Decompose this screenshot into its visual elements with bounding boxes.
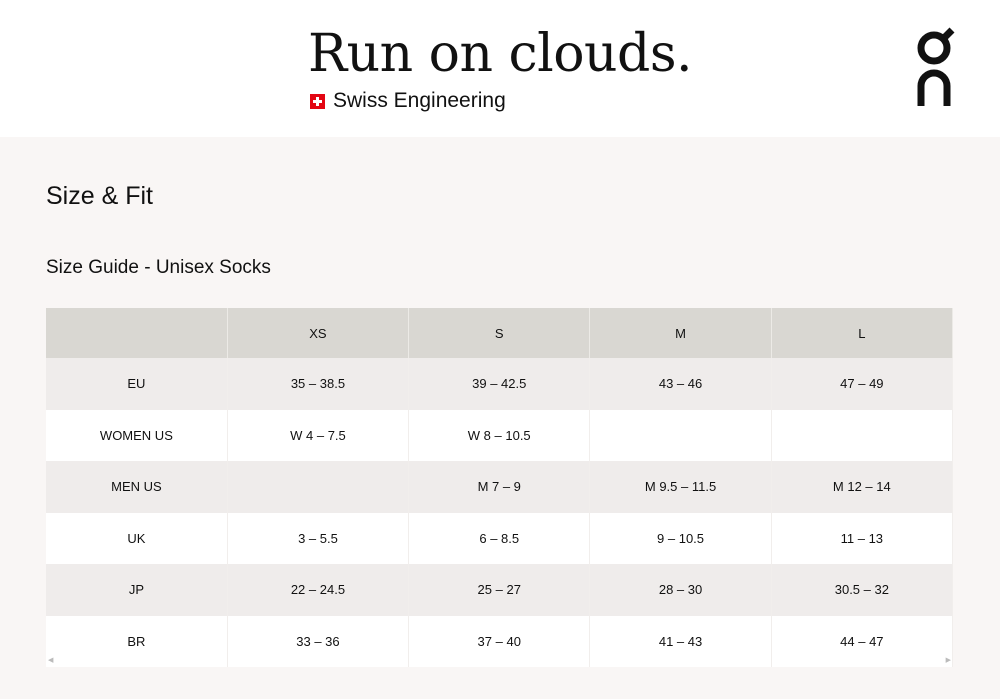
size-cell: 41 – 43	[589, 615, 772, 667]
size-cell: W 8 – 10.5	[408, 409, 591, 461]
row-label: UK	[46, 512, 228, 564]
page-title: Size & Fit	[46, 182, 153, 210]
size-cell: 6 – 8.5	[408, 512, 591, 564]
size-cell: 35 – 38.5	[227, 358, 410, 410]
column-header: S	[408, 308, 591, 358]
size-cell: 44 – 47	[771, 615, 954, 667]
row-label: EU	[46, 358, 228, 410]
column-header: L	[771, 308, 954, 358]
row-label: BR	[46, 615, 228, 667]
swiss-flag-icon	[310, 93, 325, 109]
size-cell	[589, 409, 772, 461]
size-table: XS S M L EU 35 – 38.5 39 – 42.5 43 – 46 47 – 49…	[46, 308, 954, 667]
row-label: JP	[46, 564, 228, 616]
size-cell: 33 – 36	[227, 615, 410, 667]
table-header-row: XS S M L	[46, 308, 954, 358]
table-row: WOMEN US W 4 – 7.5 W 8 – 10.5	[46, 409, 954, 461]
size-cell: 28 – 30	[589, 564, 772, 616]
size-cell	[771, 409, 954, 461]
table-row: JP 22 – 24.5 25 – 27 28 – 30 30.5 – 32	[46, 564, 954, 616]
table-row: UK 3 – 5.5 6 – 8.5 9 – 10.5 11 – 13	[46, 512, 954, 564]
size-cell: M 12 – 14	[771, 461, 954, 513]
size-cell: 43 – 46	[589, 358, 772, 410]
column-header	[46, 308, 228, 358]
size-cell: 25 – 27	[408, 564, 591, 616]
brand-banner: Run on clouds. Swiss Engineering	[0, 0, 1000, 137]
size-cell: M 9.5 – 11.5	[589, 461, 772, 513]
horizontal-scrollbar[interactable]: ◀ ▶	[46, 656, 953, 664]
size-cell: 3 – 5.5	[227, 512, 410, 564]
scroll-left-icon[interactable]: ◀	[48, 657, 54, 664]
row-label: MEN US	[46, 461, 228, 513]
subline: Swiss Engineering	[333, 89, 506, 112]
on-logo-icon	[917, 27, 955, 106]
size-cell: 11 – 13	[771, 512, 954, 564]
tagline: Run on clouds.	[308, 24, 693, 84]
row-label: WOMEN US	[46, 409, 228, 461]
scroll-right-icon[interactable]: ▶	[945, 657, 951, 664]
swiss-engineering: Swiss Engineering	[310, 88, 506, 114]
column-header: XS	[227, 308, 410, 358]
size-cell: 30.5 – 32	[771, 564, 954, 616]
size-cell	[227, 461, 410, 513]
size-guide-title: Size Guide - Unisex Socks	[46, 257, 271, 278]
size-cell: 39 – 42.5	[408, 358, 591, 410]
column-header: M	[589, 308, 772, 358]
table-row: BR 33 – 36 37 – 40 41 – 43 44 – 47	[46, 615, 954, 667]
size-cell: 22 – 24.5	[227, 564, 410, 616]
size-cell: 47 – 49	[771, 358, 954, 410]
size-cell: 37 – 40	[408, 615, 591, 667]
table-row: EU 35 – 38.5 39 – 42.5 43 – 46 47 – 49	[46, 358, 954, 410]
size-cell: W 4 – 7.5	[227, 409, 410, 461]
size-cell: 9 – 10.5	[589, 512, 772, 564]
size-cell: M 7 – 9	[408, 461, 591, 513]
